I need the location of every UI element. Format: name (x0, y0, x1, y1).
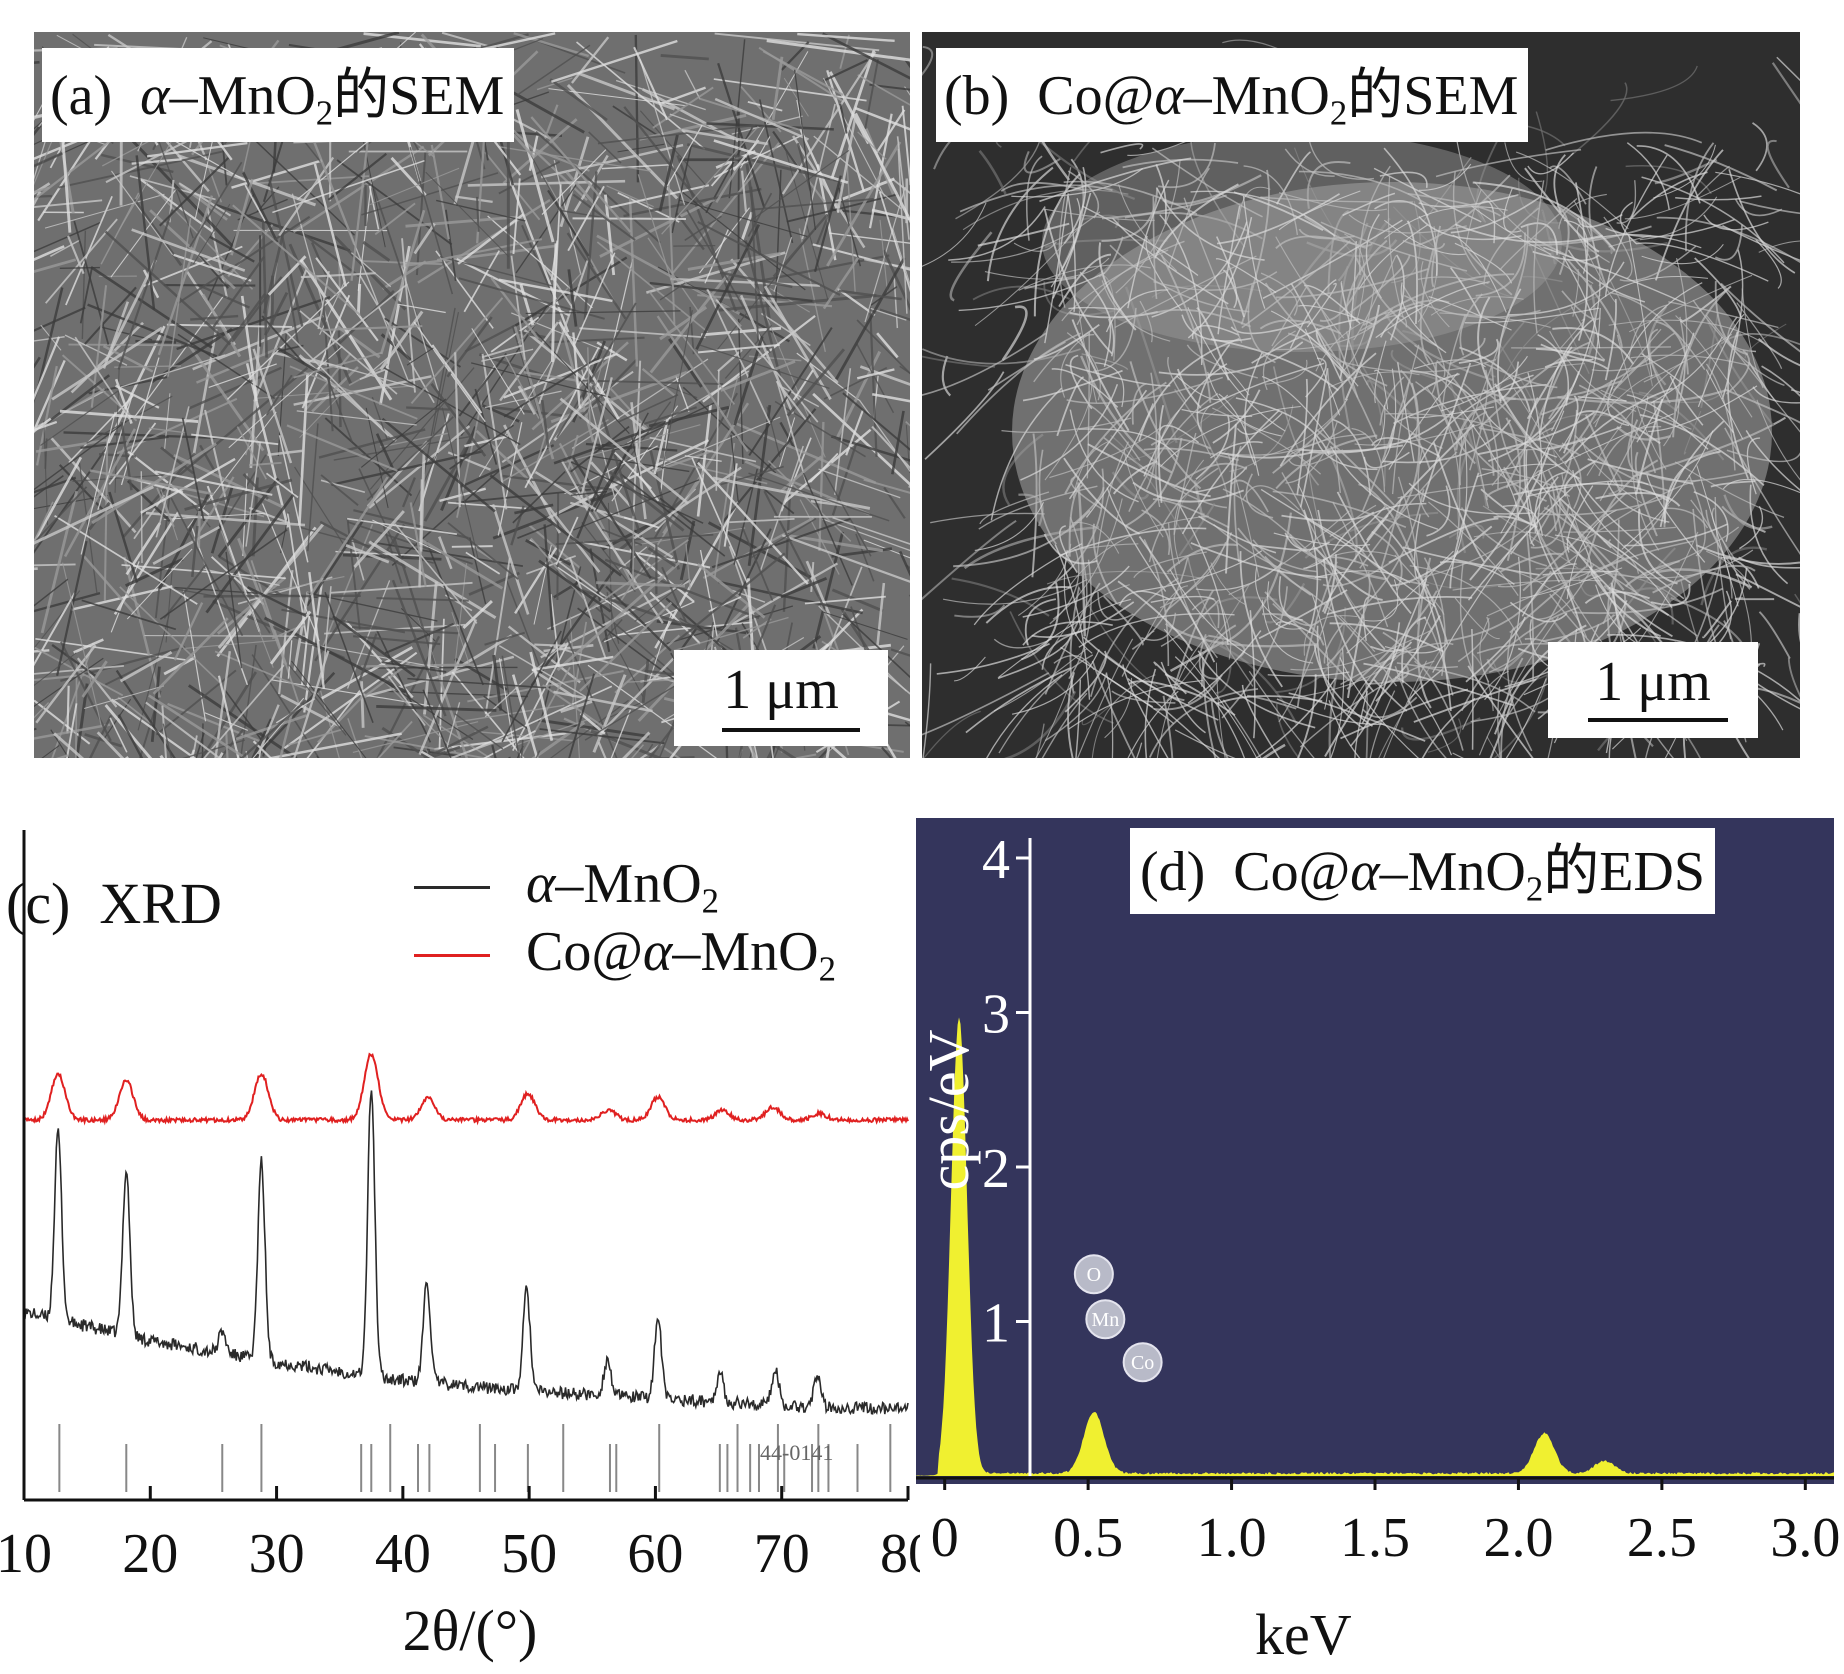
xrd-x-tick-label: 70 (754, 1523, 810, 1585)
sem-fiber (477, 197, 478, 232)
element-marker-label: Mn (1091, 1309, 1119, 1331)
sem-fiber (557, 493, 558, 600)
xrd-x-tick-label: 60 (627, 1523, 683, 1585)
xrd-series-line (24, 1054, 908, 1122)
eds-chart: O Mn Co 1 2 3 4 0 0.5 1.0 1.5 2.0 2.5 3.0 keV cps/eV (… (910, 810, 1844, 1669)
eds-x-tick-label: 0 (931, 1507, 959, 1569)
sem-fiber (203, 596, 360, 597)
eds-plot: O Mn Co 1 2 3 4 0 0.5 1.0 1.5 2.0 2.5 3.0 keV cps/eV (910, 810, 1844, 1669)
eds-x-tick-label: 2.5 (1627, 1507, 1697, 1569)
eds-x-axis-label: keV (1255, 1602, 1352, 1667)
panel-b-label: (b) Co@α–MnO2的SEM (936, 48, 1528, 142)
legend-label-mno2: α–MnO2 (526, 852, 719, 916)
xrd-x-axis-label: 2θ/(°) (403, 1598, 538, 1663)
xrd-x-tick-label: 30 (249, 1523, 305, 1585)
legend-label-co-mno2: Co@α–MnO2 (526, 920, 836, 984)
eds-x-tick-label: 1.5 (1340, 1507, 1410, 1569)
xrd-chart: 44-0141 10203040506070802θ/(°) (c) XRD α… (0, 820, 920, 1669)
sem-image-a: (a) α–MnO2的SEM 1 μm (34, 32, 910, 758)
xrd-series-group (24, 1054, 908, 1414)
eds-x-tick-label: 2.0 (1483, 1507, 1553, 1569)
element-marker-label: Co (1131, 1352, 1154, 1374)
sem-fiber (633, 516, 634, 582)
sem-fiber (60, 268, 100, 269)
eds-x-tick-label: 0.5 (1053, 1507, 1123, 1569)
eds-y-tick-label: 3 (982, 984, 1010, 1046)
eds-y-tick-label: 2 (982, 1138, 1010, 1200)
xrd-title: (c) XRD (6, 870, 222, 937)
sem-fiber (1736, 598, 1774, 599)
eds-background (916, 818, 1834, 1484)
sem-fiber (144, 636, 306, 637)
scale-bar-a-text: 1 μm (674, 650, 888, 722)
xrd-x-tick-label: 20 (122, 1523, 178, 1585)
sem-fiber (67, 686, 68, 734)
panel-d-label: (d) Co@α–MnO2的EDS (1130, 828, 1715, 914)
sem-fiber (573, 218, 686, 219)
sem-fiber (362, 681, 364, 728)
xrd-x-tick-label: 10 (0, 1523, 52, 1585)
eds-y-tick-label: 1 (982, 1293, 1010, 1355)
legend-line-co-mno2 (414, 954, 490, 957)
eds-x-tick-label: 3.0 (1770, 1507, 1840, 1569)
eds-y-axis-label: cps/eV (916, 1029, 981, 1190)
sem-fiber (361, 665, 475, 667)
sem-fiber (358, 284, 359, 315)
scale-bar-a: 1 μm (674, 650, 888, 746)
scale-bar-b-line (1588, 718, 1728, 722)
sem-fiber (199, 511, 200, 548)
sem-fiber (534, 645, 566, 646)
reference-label: 44-0141 (760, 1440, 833, 1465)
scale-bar-b-text: 1 μm (1548, 642, 1758, 714)
scale-bar-a-line (722, 728, 860, 732)
sem-fiber (141, 471, 142, 563)
eds-x-tick-label: 1.0 (1197, 1507, 1267, 1569)
xrd-x-tick-label: 40 (375, 1523, 431, 1585)
xrd-series-line (24, 1091, 908, 1415)
reference-lines: 44-0141 (59, 1424, 890, 1492)
scale-bar-b: 1 μm (1548, 642, 1758, 738)
panel-a-label: (a) α–MnO2的SEM (42, 48, 514, 142)
legend-line-mno2 (414, 886, 490, 889)
eds-y-tick-label: 4 (982, 829, 1010, 891)
sem-image-b: (b) Co@α–MnO2的SEM 1 μm (922, 32, 1800, 758)
sem-fiber (673, 246, 715, 247)
xrd-x-tick-label: 50 (501, 1523, 557, 1585)
element-marker-label: O (1087, 1264, 1101, 1286)
